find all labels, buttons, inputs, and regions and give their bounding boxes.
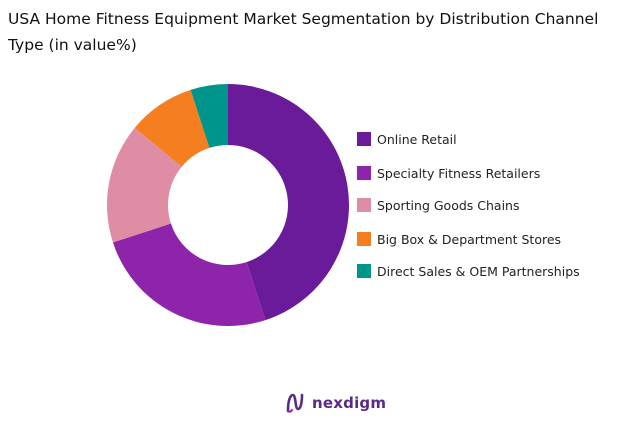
legend-item: Specialty Fitness Retailers [357, 165, 540, 181]
donut-slice-online-retail [228, 84, 349, 321]
donut-slice-big-box-department-stores [134, 89, 210, 167]
legend-label: Online Retail [377, 131, 457, 147]
legend-item: Online Retail [357, 131, 457, 147]
legend-swatch [357, 198, 371, 212]
donut-slice-specialty-fitness-retailers [112, 223, 266, 326]
donut-chart [107, 84, 349, 326]
nexdigm-logo-icon [286, 393, 304, 413]
legend-swatch [357, 166, 371, 180]
legend-swatch [357, 264, 371, 278]
legend-label: Sporting Goods Chains [377, 197, 520, 213]
brand-logo: nexdigm [284, 389, 386, 417]
legend-item: Sporting Goods Chains [357, 197, 519, 213]
donut-slice-direct-sales-oem-partnerships [190, 84, 228, 148]
legend-swatch [357, 132, 371, 146]
donut-slice-sporting-goods-chains [107, 127, 182, 243]
chart-title: USA Home Fitness Equipment Market Segmen… [8, 10, 599, 54]
brand-name: nexdigm [312, 394, 387, 412]
legend-label: Direct Sales & OEM Partnerships [377, 263, 580, 279]
legend-label: Big Box & Department Stores [377, 231, 562, 247]
legend-item: Direct Sales & OEM Partnerships [357, 263, 580, 279]
legend-swatch [357, 232, 371, 246]
legend-label: Specialty Fitness Retailers [377, 165, 541, 181]
legend-item: Big Box & Department Stores [357, 231, 561, 247]
